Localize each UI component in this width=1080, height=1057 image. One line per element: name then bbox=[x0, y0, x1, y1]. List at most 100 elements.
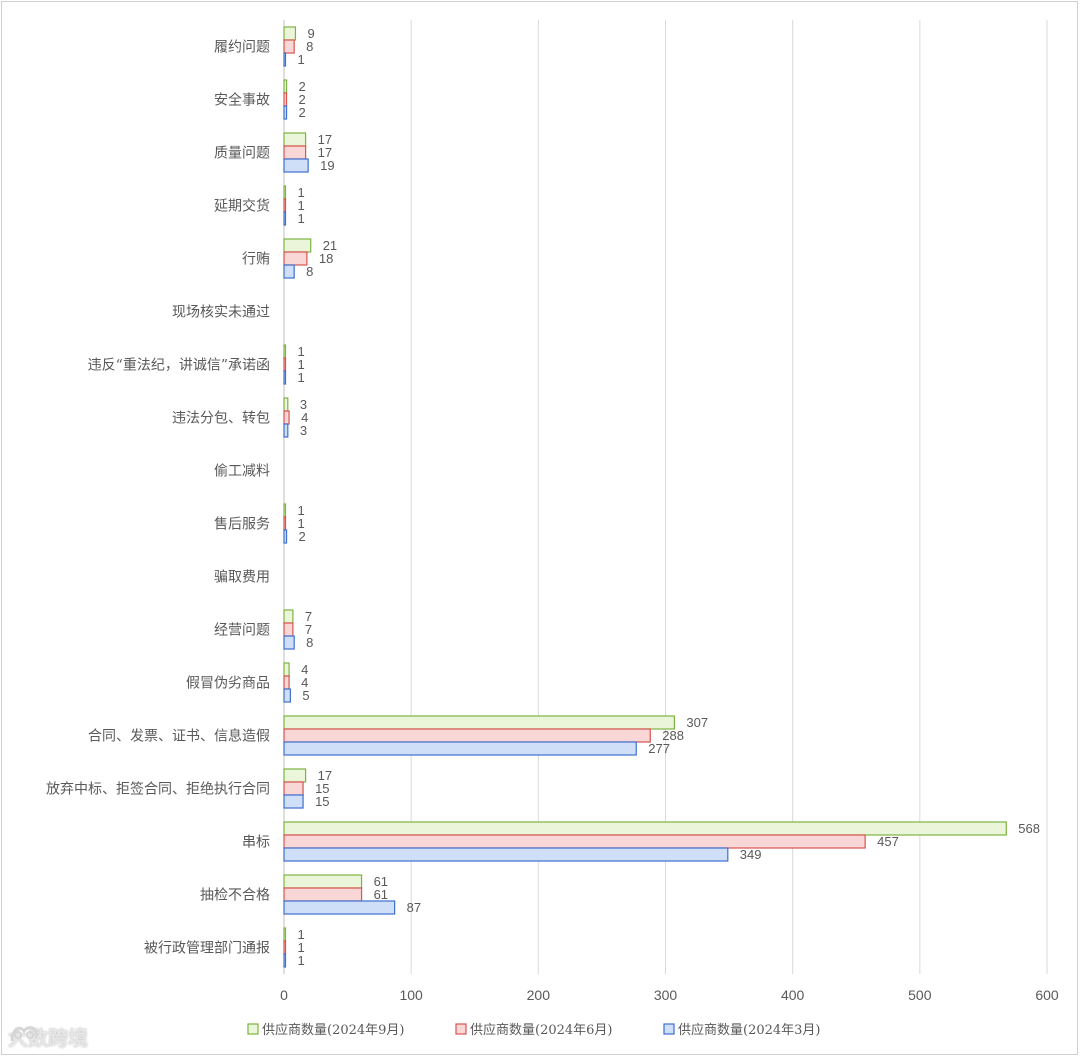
legend-label: 供应商数量(2024年9月) bbox=[262, 1022, 405, 1038]
bar bbox=[284, 80, 287, 93]
category-label: 被行政管理部门通报 bbox=[144, 941, 270, 957]
bar bbox=[284, 252, 307, 265]
legend-label: 供应商数量(2024年6月) bbox=[470, 1022, 613, 1038]
bar bbox=[284, 928, 286, 941]
bar bbox=[284, 954, 286, 967]
category-label: 质量问题 bbox=[214, 146, 270, 162]
dashuju-logo-icon bbox=[8, 1021, 42, 1045]
data-label: 8 bbox=[306, 635, 313, 650]
category-label: 违反“重法纪，讲诚信”承诺函 bbox=[88, 358, 270, 374]
bar bbox=[284, 610, 293, 623]
bar bbox=[284, 663, 289, 676]
bar bbox=[284, 689, 290, 702]
x-tick-label: 200 bbox=[527, 987, 551, 1003]
bar bbox=[284, 371, 286, 384]
data-label: 18 bbox=[319, 251, 333, 266]
bar bbox=[284, 93, 287, 106]
category-label: 偷工减料 bbox=[214, 464, 270, 480]
category-label: 放弃中标、拒签合同、拒绝执行合同 bbox=[46, 781, 270, 798]
x-tick-label: 600 bbox=[1035, 987, 1059, 1003]
bar bbox=[284, 729, 650, 742]
category-label: 抽检不合格 bbox=[200, 888, 270, 904]
bar-marks bbox=[284, 27, 1006, 967]
data-label: 15 bbox=[315, 794, 329, 809]
bar bbox=[284, 782, 303, 795]
category-label: 行贿 bbox=[242, 252, 270, 268]
x-tick-label: 0 bbox=[280, 987, 288, 1003]
bar bbox=[284, 676, 289, 689]
bar bbox=[284, 106, 287, 119]
legend: 供应商数量(2024年9月) 供应商数量(2024年6月) 供应商数量(2024年3… bbox=[248, 1022, 821, 1038]
data-label: 2 bbox=[299, 105, 306, 120]
bar bbox=[284, 186, 286, 199]
data-label: 2 bbox=[299, 529, 306, 544]
data-label: 349 bbox=[740, 847, 762, 862]
bar bbox=[284, 504, 286, 517]
x-tick-label: 400 bbox=[781, 987, 805, 1003]
bar bbox=[284, 424, 288, 437]
bar bbox=[284, 239, 311, 252]
bar bbox=[284, 27, 295, 40]
bar bbox=[284, 888, 362, 901]
data-label: 568 bbox=[1018, 821, 1040, 836]
data-label: 277 bbox=[648, 741, 670, 756]
bar bbox=[284, 159, 308, 172]
bar bbox=[284, 40, 294, 53]
bar bbox=[284, 133, 306, 146]
legend-swatch bbox=[248, 1024, 258, 1034]
bar bbox=[284, 199, 286, 212]
data-label: 61 bbox=[374, 887, 388, 902]
bar bbox=[284, 636, 294, 649]
data-label: 8 bbox=[306, 264, 313, 279]
bar bbox=[284, 411, 289, 424]
x-tick-labels: 0 100 200 300 400 500 600 bbox=[280, 987, 1059, 1003]
bar bbox=[284, 769, 306, 782]
category-label: 延期交货 bbox=[214, 198, 270, 215]
bar bbox=[284, 146, 306, 159]
category-label: 假冒伪劣商品 bbox=[186, 676, 270, 692]
bar bbox=[284, 835, 865, 848]
data-label: 1 bbox=[298, 52, 305, 67]
bar bbox=[284, 358, 286, 371]
bar bbox=[284, 848, 728, 861]
category-label: 违法分包、转包 bbox=[172, 411, 270, 427]
bar bbox=[284, 212, 286, 225]
bar bbox=[284, 901, 395, 914]
bar bbox=[284, 345, 286, 358]
data-label: 1 bbox=[298, 211, 305, 226]
bar bbox=[284, 517, 286, 530]
x-tick-label: 300 bbox=[654, 987, 678, 1003]
data-label: 19 bbox=[320, 158, 334, 173]
x-tick-label: 500 bbox=[908, 987, 932, 1003]
category-label: 安全事故 bbox=[214, 92, 270, 109]
legend-swatch bbox=[456, 1024, 466, 1034]
category-label: 现场核实未通过 bbox=[172, 305, 270, 321]
x-tick-label: 100 bbox=[399, 987, 423, 1003]
legend-swatch bbox=[664, 1024, 674, 1034]
category-labels: 履约问题安全事故质量问题延期交货行贿现场核实未通过违反“重法纪，讲诚信”承诺函违… bbox=[46, 40, 270, 957]
data-label: 5 bbox=[302, 688, 309, 703]
category-label: 履约问题 bbox=[214, 40, 270, 56]
data-label: 1 bbox=[298, 370, 305, 385]
bar bbox=[284, 795, 303, 808]
category-label: 骗取费用 bbox=[214, 570, 270, 586]
watermark: 大数跨境 bbox=[8, 1021, 88, 1051]
data-label: 457 bbox=[877, 834, 899, 849]
bar bbox=[284, 623, 293, 636]
bar bbox=[284, 53, 286, 66]
data-label: 8 bbox=[306, 39, 313, 54]
bar bbox=[284, 716, 674, 729]
bar bbox=[284, 530, 287, 543]
category-label: 售后服务 bbox=[214, 517, 270, 533]
data-label: 1 bbox=[298, 953, 305, 968]
bar bbox=[284, 875, 362, 888]
data-label: 3 bbox=[300, 423, 307, 438]
category-label: 合同、发票、证书、信息造假 bbox=[88, 728, 270, 745]
data-label: 307 bbox=[686, 715, 708, 730]
bar bbox=[284, 265, 294, 278]
category-label: 经营问题 bbox=[214, 623, 270, 639]
bar bbox=[284, 941, 286, 954]
category-label: 串标 bbox=[242, 835, 270, 851]
data-label: 87 bbox=[407, 900, 421, 915]
